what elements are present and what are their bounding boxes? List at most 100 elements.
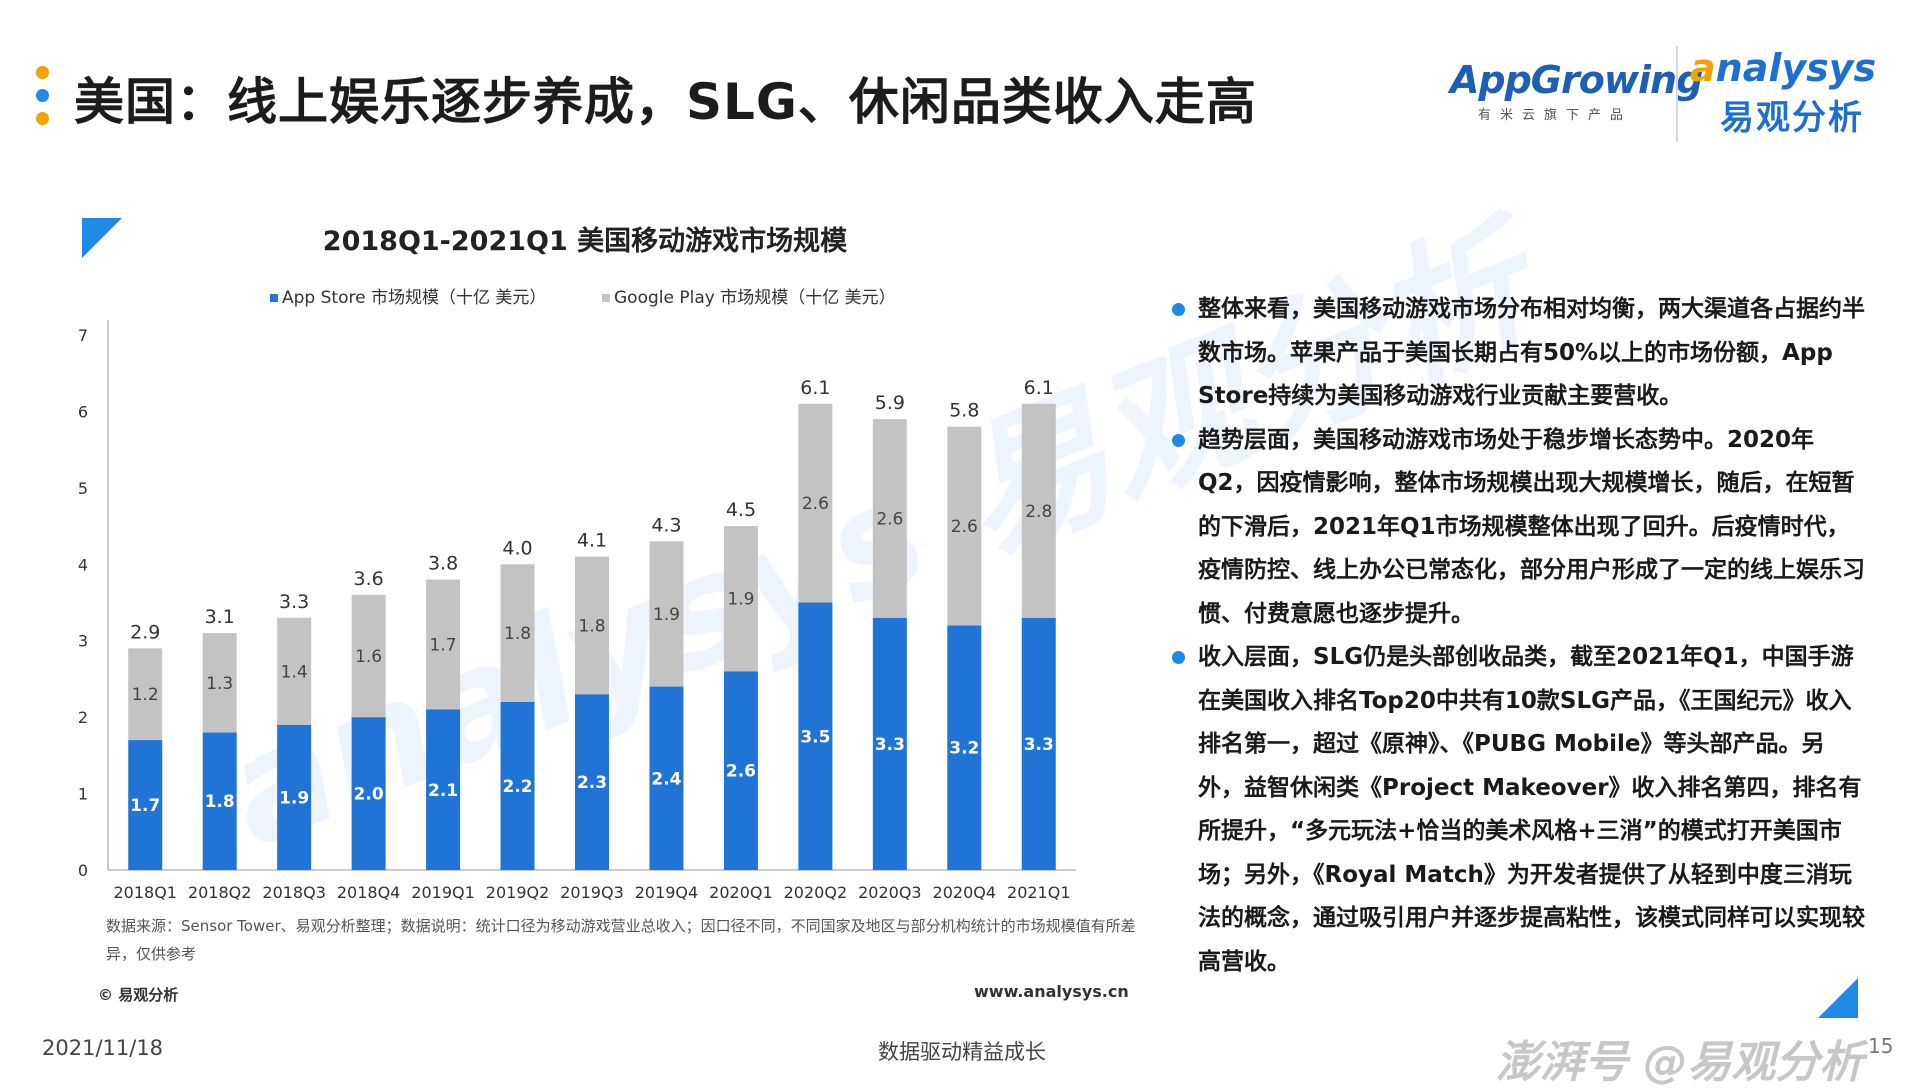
source-note: 数据来源：Sensor Tower、易观分析整理；数据说明：统计口径为移动游戏营… bbox=[106, 917, 1136, 963]
bar-app-store bbox=[947, 625, 982, 870]
bar-app-store bbox=[128, 740, 163, 870]
bar-google-play bbox=[872, 419, 907, 618]
chart-plot-area: 0 1 2 3 4 5 6 7 1.7 1.2 2.9 2018Q1 1.8 1.3 3.1 2018Q2 1.… bbox=[78, 320, 1076, 902]
legend-swatch-app-store bbox=[270, 294, 278, 302]
data-label-google-play: 1.4 bbox=[281, 662, 308, 682]
bar-app-store bbox=[1021, 617, 1056, 870]
data-label-app-store: 2.2 bbox=[502, 777, 532, 797]
analysys-logo-text: analysys bbox=[1690, 46, 1890, 90]
x-tick-label: 2018Q4 bbox=[337, 883, 401, 902]
total-label: 3.8 bbox=[428, 553, 458, 575]
y-tick-label: 1 bbox=[78, 785, 88, 804]
legend-label-google-play: Google Play 市场规模（十亿 美元） bbox=[614, 288, 896, 308]
footer-watermark: 澎湃号 @易观分析 bbox=[1496, 1037, 1864, 1088]
data-label-google-play: 1.2 bbox=[132, 685, 159, 705]
x-tick-label: 2020Q3 bbox=[858, 883, 922, 902]
total-label: 4.5 bbox=[726, 499, 756, 521]
data-label-app-store: 3.2 bbox=[949, 739, 979, 759]
data-label-google-play: 1.9 bbox=[653, 605, 680, 625]
bar-google-play bbox=[277, 617, 312, 725]
total-label: 2.9 bbox=[130, 621, 160, 643]
x-tick-label: 2020Q4 bbox=[933, 883, 997, 902]
bar-google-play bbox=[500, 564, 535, 702]
page-title: 美国：线上娱乐逐步养成，SLG、休闲品类收入走高 bbox=[74, 73, 1257, 131]
data-label-app-store: 1.9 bbox=[279, 788, 309, 808]
bar-chart: 2018Q1-2021Q1 美国移动游戏市场规模 App Store 市场规模（… bbox=[78, 225, 1076, 902]
data-label-google-play: 1.9 bbox=[727, 590, 754, 610]
analysys-logo: analysys 易观分析 bbox=[1690, 46, 1890, 139]
data-label-app-store: 3.3 bbox=[875, 735, 905, 755]
chart-title: 2018Q1-2021Q1 美国移动游戏市场规模 bbox=[323, 225, 847, 257]
x-tick-label: 2019Q2 bbox=[486, 883, 550, 902]
insight-text: 趋势层面，美国移动游戏市场处于稳步增长态势中。2020年Q2，因疫情影响，整体市… bbox=[1198, 426, 1865, 627]
data-label-google-play: 1.6 bbox=[355, 647, 382, 667]
x-tick-label: 2019Q1 bbox=[411, 883, 475, 902]
data-label-app-store: 2.4 bbox=[651, 769, 681, 789]
corner-triangle-icon bbox=[82, 218, 122, 258]
total-label: 3.6 bbox=[354, 568, 384, 590]
x-tick-label: 2018Q3 bbox=[262, 883, 326, 902]
y-tick-label: 7 bbox=[78, 326, 88, 345]
total-label: 4.3 bbox=[651, 514, 681, 536]
chart-legend: App Store 市场规模（十亿 美元） Google Play 市场规模（十… bbox=[270, 288, 896, 308]
bar-app-store bbox=[798, 602, 833, 870]
data-label-app-store: 1.7 bbox=[130, 796, 160, 816]
bar-google-play bbox=[575, 556, 609, 695]
bullet-dot-icon bbox=[1172, 651, 1185, 664]
x-tick-label: 2020Q1 bbox=[709, 883, 773, 902]
data-label-google-play: 2.6 bbox=[802, 494, 829, 514]
x-tick-label: 2021Q1 bbox=[1007, 883, 1071, 902]
bar-google-play bbox=[723, 526, 758, 672]
data-label-app-store: 2.6 bbox=[726, 762, 756, 782]
bar-app-store bbox=[202, 732, 237, 870]
appgrowing-logo-text: AppGrowing bbox=[1450, 58, 1703, 102]
website-url[interactable]: www.analysys.cn bbox=[974, 982, 1129, 1001]
data-label-app-store: 2.0 bbox=[354, 785, 384, 805]
title-dot-1 bbox=[36, 66, 49, 79]
appgrowing-logo: AppGrowing 有米云旗下产品 bbox=[1450, 58, 1703, 123]
analysys-logo-subtext: 易观分析 bbox=[1720, 98, 1864, 138]
x-tick-label: 2020Q2 bbox=[784, 883, 848, 902]
data-label-app-store: 2.1 bbox=[428, 781, 458, 801]
analysys-logo-letters: nalysys bbox=[1715, 46, 1877, 90]
data-label-google-play: 1.8 bbox=[504, 624, 531, 644]
footer-slogan: 数据驱动精益成长 bbox=[878, 1040, 1046, 1064]
data-label-google-play: 1.8 bbox=[578, 616, 605, 636]
bar-app-store bbox=[500, 701, 535, 870]
data-label-app-store: 1.8 bbox=[205, 792, 235, 812]
insight-list: 整体来看，美国移动游戏市场分布相对均衡，两大渠道各占据约半数市场。苹果产品于美国… bbox=[1170, 288, 1870, 984]
bar-app-store bbox=[723, 671, 758, 870]
x-tick-label: 2019Q4 bbox=[635, 883, 699, 902]
bullet-dot-icon bbox=[1172, 303, 1185, 316]
bar-google-play bbox=[202, 633, 237, 733]
appgrowing-logo-subtext: 有米云旗下产品 bbox=[1477, 108, 1632, 123]
total-label: 6.1 bbox=[800, 377, 830, 399]
data-label-google-play: 2.8 bbox=[1025, 502, 1052, 522]
total-label: 3.1 bbox=[205, 606, 235, 628]
insight-item: 整体来看，美国移动游戏市场分布相对均衡，两大渠道各占据约半数市场。苹果产品于美国… bbox=[1170, 288, 1870, 419]
bar-app-store bbox=[351, 717, 386, 870]
data-label-app-store: 3.3 bbox=[1024, 735, 1054, 755]
bar-google-play bbox=[426, 579, 461, 710]
y-tick-label: 4 bbox=[78, 555, 88, 574]
bar-app-store bbox=[426, 709, 461, 870]
total-label: 4.0 bbox=[502, 537, 532, 559]
footer-date: 2021/11/18 bbox=[42, 1036, 164, 1060]
y-tick-label: 3 bbox=[78, 632, 88, 651]
bar-google-play bbox=[351, 594, 386, 718]
data-label-google-play: 1.3 bbox=[206, 674, 233, 694]
total-label: 5.8 bbox=[949, 400, 979, 422]
total-label: 5.9 bbox=[875, 392, 905, 414]
y-tick-label: 6 bbox=[78, 402, 88, 421]
x-tick-label: 2018Q2 bbox=[188, 883, 252, 902]
data-label-app-store: 3.5 bbox=[800, 727, 830, 747]
copyright: © 易观分析 bbox=[98, 986, 179, 1004]
data-label-google-play: 2.6 bbox=[876, 509, 903, 529]
title-dot-3 bbox=[36, 112, 49, 125]
title-dot-2 bbox=[36, 89, 49, 102]
insight-item: 趋势层面，美国移动游戏市场处于稳步增长态势中。2020年Q2，因疫情影响，整体市… bbox=[1170, 419, 1870, 637]
x-tick-label: 2018Q1 bbox=[113, 883, 177, 902]
insight-text: 整体来看，美国移动游戏市场分布相对均衡，两大渠道各占据约半数市场。苹果产品于美国… bbox=[1198, 296, 1865, 409]
corner-triangle-icon bbox=[1818, 978, 1858, 1018]
bar-app-store bbox=[649, 686, 684, 870]
